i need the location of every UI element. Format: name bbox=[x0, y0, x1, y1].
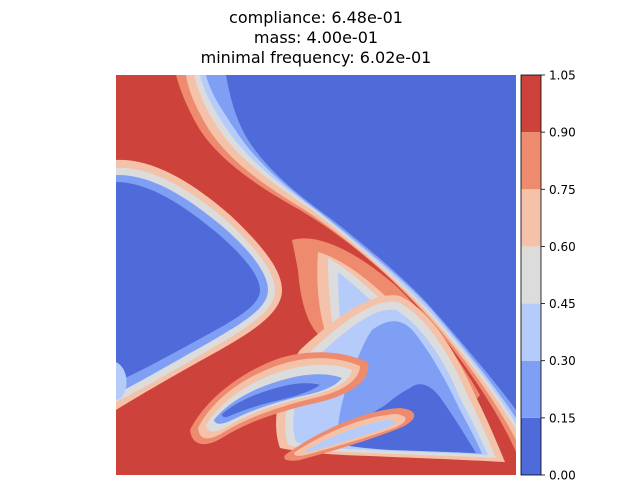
void-bottom-right bbox=[276, 295, 505, 462]
colorbar-frame bbox=[520, 74, 542, 476]
hole-left-edge bbox=[116, 362, 127, 400]
title-min-frequency: minimal frequency: 6.02e-01 bbox=[200, 48, 432, 67]
void-bottom-left bbox=[190, 352, 369, 445]
colorbar: 0.00 0.15 0.30 0.45 0.60 0.75 0.90 1.05 bbox=[520, 69, 576, 483]
colorbar-tick-label: 0.30 bbox=[549, 354, 576, 368]
void-bottom-strip bbox=[284, 408, 415, 461]
colorbar-tick-label: 0.45 bbox=[549, 297, 576, 311]
void-top-right bbox=[176, 75, 516, 452]
colorbar-band bbox=[521, 303, 541, 361]
colorbar-tick-label: 1.05 bbox=[549, 69, 576, 83]
colorbar-tick-label: 0.15 bbox=[549, 411, 576, 425]
void-left bbox=[116, 159, 282, 410]
colorbar-band bbox=[521, 132, 541, 190]
title-compliance: compliance: 6.48e-01 bbox=[229, 8, 403, 27]
colorbar-tick-label: 0.75 bbox=[549, 183, 576, 197]
colorbar-tick-label: 0.00 bbox=[549, 469, 576, 483]
colorbar-band bbox=[521, 189, 541, 247]
colorbar-band bbox=[521, 246, 541, 304]
colorbar-tick-label: 0.60 bbox=[549, 240, 576, 254]
colorbar-band bbox=[521, 75, 541, 133]
chart-title: compliance: 6.48e-01 mass: 4.00e-01 mini… bbox=[0, 8, 632, 68]
density-contour-field bbox=[116, 75, 516, 475]
title-mass: mass: 4.00e-01 bbox=[253, 28, 379, 47]
colorbar-band bbox=[521, 360, 541, 418]
colorbar-tick-label: 0.90 bbox=[549, 126, 576, 140]
colorbar-band bbox=[521, 417, 541, 475]
